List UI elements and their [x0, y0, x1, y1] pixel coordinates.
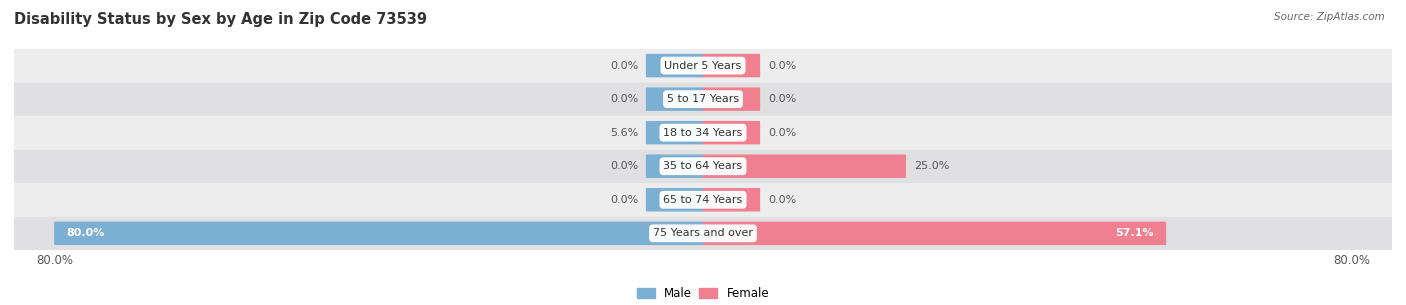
FancyBboxPatch shape [14, 49, 1392, 82]
Text: 0.0%: 0.0% [768, 61, 796, 70]
FancyBboxPatch shape [703, 54, 761, 77]
FancyBboxPatch shape [14, 217, 1392, 250]
Text: 75 Years and over: 75 Years and over [652, 228, 754, 238]
Text: 5 to 17 Years: 5 to 17 Years [666, 94, 740, 104]
FancyBboxPatch shape [645, 54, 703, 77]
Text: 57.1%: 57.1% [1115, 228, 1154, 238]
Text: 0.0%: 0.0% [768, 94, 796, 104]
FancyBboxPatch shape [645, 188, 703, 212]
FancyBboxPatch shape [645, 121, 703, 144]
FancyBboxPatch shape [645, 87, 703, 111]
Text: 0.0%: 0.0% [610, 161, 638, 171]
Text: Disability Status by Sex by Age in Zip Code 73539: Disability Status by Sex by Age in Zip C… [14, 12, 427, 27]
Text: 65 to 74 Years: 65 to 74 Years [664, 195, 742, 205]
Text: 25.0%: 25.0% [914, 161, 949, 171]
Text: 18 to 34 Years: 18 to 34 Years [664, 128, 742, 138]
Text: 35 to 64 Years: 35 to 64 Years [664, 161, 742, 171]
Text: 0.0%: 0.0% [610, 61, 638, 70]
FancyBboxPatch shape [14, 149, 1392, 183]
FancyBboxPatch shape [14, 183, 1392, 217]
Text: 0.0%: 0.0% [610, 195, 638, 205]
Text: 80.0%: 80.0% [66, 228, 105, 238]
FancyBboxPatch shape [55, 221, 703, 245]
Text: 0.0%: 0.0% [768, 195, 796, 205]
Text: 0.0%: 0.0% [768, 128, 796, 138]
Text: 0.0%: 0.0% [610, 94, 638, 104]
Text: Source: ZipAtlas.com: Source: ZipAtlas.com [1274, 12, 1385, 22]
FancyBboxPatch shape [14, 116, 1392, 149]
Text: 5.6%: 5.6% [610, 128, 638, 138]
Legend: Male, Female: Male, Female [633, 282, 773, 305]
FancyBboxPatch shape [14, 82, 1392, 116]
FancyBboxPatch shape [703, 87, 761, 111]
FancyBboxPatch shape [703, 121, 761, 144]
FancyBboxPatch shape [703, 188, 761, 212]
FancyBboxPatch shape [703, 155, 905, 178]
FancyBboxPatch shape [645, 155, 703, 178]
FancyBboxPatch shape [703, 221, 1166, 245]
Text: Under 5 Years: Under 5 Years [665, 61, 741, 70]
